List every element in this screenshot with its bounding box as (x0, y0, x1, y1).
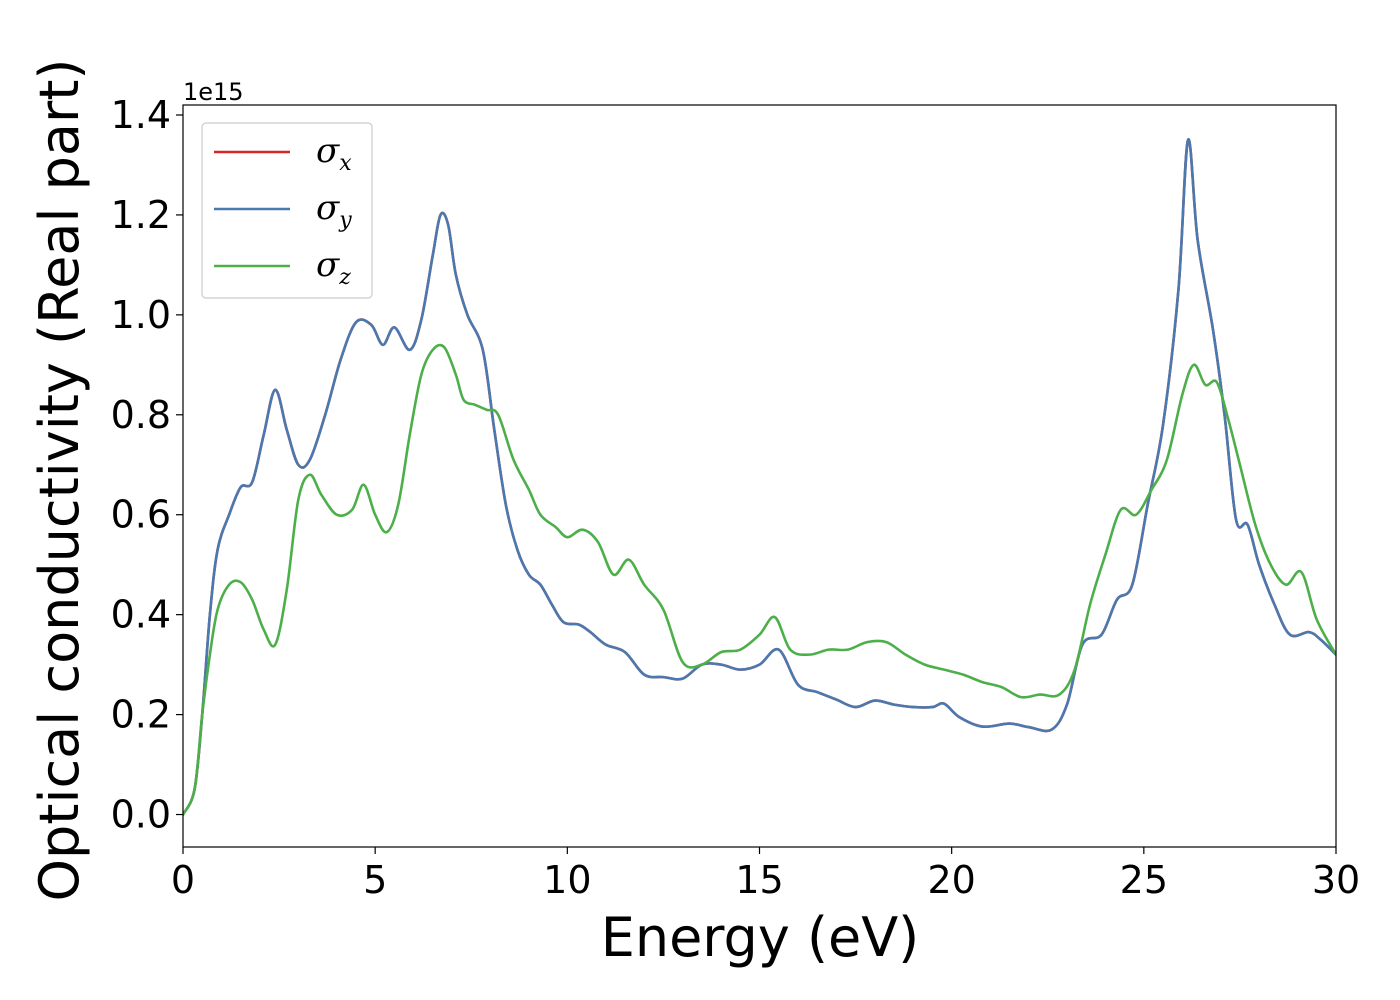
series-line-y (183, 138, 1336, 816)
y-tick-label: 0.0 (111, 793, 171, 837)
legend-symbol: σ (316, 131, 340, 171)
legend-label-x: σx (316, 131, 352, 176)
series-layer (183, 138, 1336, 816)
legend-subscript: y (338, 208, 352, 233)
legend-label-z: σz (316, 245, 351, 290)
y-tick-label: 1.2 (111, 193, 171, 237)
y-axis-ticks: 0.0 0.2 0.4 0.6 0.8 1.0 1.2 1.4 (111, 93, 183, 837)
y-tick-label: 0.8 (111, 393, 171, 437)
x-axis-ticks: 0 5 10 15 20 25 30 (171, 847, 1360, 902)
y-tick-label: 0.2 (111, 693, 171, 737)
series-line-z (183, 343, 1336, 816)
x-tick-label: 0 (171, 858, 195, 902)
legend-subscript: x (339, 151, 352, 176)
x-tick-label: 15 (735, 858, 783, 902)
legend-label-y: σy (316, 188, 352, 233)
x-tick-label: 20 (927, 858, 975, 902)
y-tick-label: 1.0 (111, 293, 171, 337)
y-offset-label: 1e15 (183, 78, 244, 106)
legend-symbol: σ (316, 245, 340, 285)
y-axis-title: Optical conductivity (Real part) (28, 59, 91, 902)
x-tick-label: 10 (543, 858, 591, 902)
legend-subscript: z (338, 265, 351, 290)
x-axis-title: Energy (eV) (601, 906, 920, 969)
legend-symbol: σ (316, 188, 340, 228)
legend-box (201, 122, 373, 299)
plot-area (182, 104, 1337, 848)
y-tick-label: 1.4 (111, 93, 171, 137)
x-tick-label: 5 (363, 858, 387, 902)
x-tick-label: 30 (1312, 858, 1360, 902)
y-tick-label: 0.4 (111, 593, 171, 637)
y-tick-label: 0.6 (111, 493, 171, 537)
x-tick-label: 25 (1120, 858, 1168, 902)
